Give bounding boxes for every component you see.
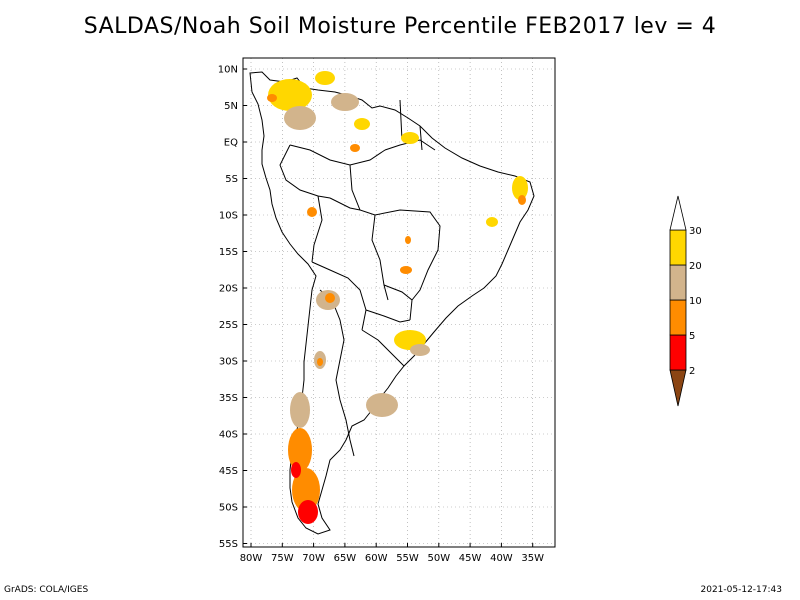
lat-label: 5N [224, 101, 238, 112]
lat-label: 35S [219, 393, 238, 404]
soil-moisture-patches [267, 71, 528, 524]
legend-label: 10 [689, 296, 702, 307]
legend-swatch [669, 264, 687, 301]
legend-label: 30 [689, 226, 702, 237]
lat-label: 20S [219, 284, 238, 295]
gridlines [243, 58, 555, 547]
lat-label: 55S [219, 539, 238, 550]
footer-timestamp: 2021-05-12-17:43 [700, 585, 783, 595]
lon-label: 55W [396, 553, 419, 564]
lon-label: 45W [459, 553, 482, 564]
lon-label: 60W [365, 553, 388, 564]
map-title: SALDAS/Noah Soil Moisture Percentile FEB… [83, 14, 717, 39]
lat-label: 10S [219, 211, 238, 222]
legend-swatch [669, 299, 687, 336]
legend-label: 20 [689, 261, 702, 272]
lon-label: 35W [521, 553, 544, 564]
legend-swatch [669, 334, 687, 371]
lon-label: 75W [271, 553, 294, 564]
lat-label: 15S [219, 247, 238, 258]
continent-outline [249, 71, 535, 535]
colorbar-legend: 2 5 10 20 30 [669, 195, 702, 407]
legend-upper-tip [669, 195, 687, 231]
lat-label: 50S [219, 503, 238, 514]
latitude-labels: 10N 5N EQ 5S 10S 15S 20S 25S 30S 35S 40S 45S 50S 55S [218, 65, 247, 550]
lon-label: 80W [240, 553, 263, 564]
lat-label: 10N [218, 65, 238, 76]
map-frame [242, 57, 556, 548]
footer-credit: GrADS: COLA/IGES [4, 585, 89, 595]
lon-label: 40W [490, 553, 513, 564]
lon-label: 70W [302, 553, 325, 564]
lon-label: 65W [334, 553, 357, 564]
lat-label: 25S [219, 320, 238, 331]
lat-label: 45S [219, 466, 238, 477]
lat-label: EQ [224, 138, 238, 149]
coastline [249, 71, 535, 535]
lat-label: 5S [225, 174, 238, 185]
legend-label: 5 [689, 331, 695, 342]
country-borders [279, 99, 441, 457]
legend-label: 2 [689, 366, 695, 377]
lat-label: 40S [219, 430, 238, 441]
legend-swatch [669, 229, 687, 266]
longitude-labels: 80W 75W 70W 65W 60W 55W 50W 45W 40W 35W [240, 543, 544, 564]
lon-label: 50W [427, 553, 450, 564]
legend-lower-tip [669, 369, 687, 407]
lat-label: 30S [219, 357, 238, 368]
